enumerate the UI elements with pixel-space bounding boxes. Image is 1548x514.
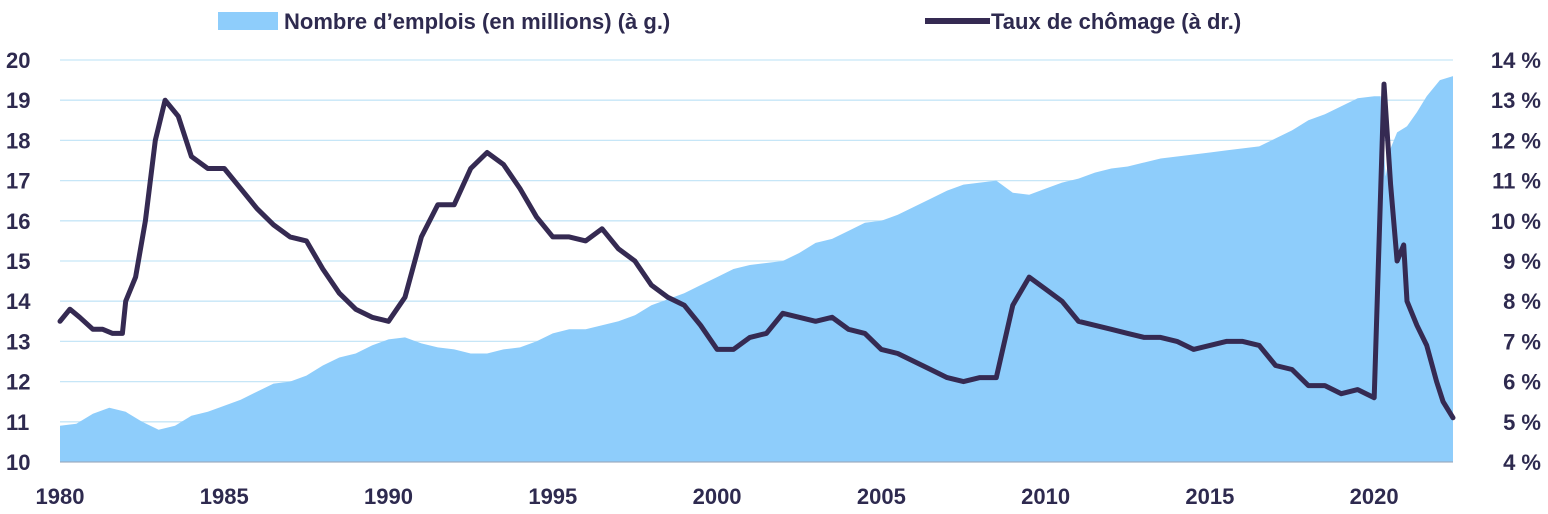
legend-label-unemployment: Taux de chômage (à dr.) [991,9,1241,34]
y-left-tick-label: 17 [6,169,30,194]
y-left-tick-label: 13 [6,329,30,354]
x-tick-label: 2015 [1185,484,1234,509]
y-left-tick-label: 12 [6,370,30,395]
y-right-tick-label: 4 % [1503,450,1541,475]
x-tick-label: 2020 [1350,484,1399,509]
y-left-tick-label: 15 [6,249,30,274]
unemployment-line [57,81,1456,421]
y-left-tick-label: 18 [6,128,30,153]
x-tick-label: 1985 [200,484,249,509]
y-right-tick-label: 14 % [1491,48,1541,73]
x-tick-label: 2010 [1021,484,1070,509]
unemployment-line-layer [57,81,1456,421]
y-right-tick-label: 8 % [1503,289,1541,314]
y-left-tick-label: 20 [6,48,30,73]
y-left-tick-label: 11 [6,410,29,435]
y-right-tick-label: 11 % [1492,169,1541,194]
y-right-tick-label: 12 % [1491,128,1541,153]
y-right-tick-label: 7 % [1503,329,1541,354]
x-tick-label: 1980 [36,484,85,509]
x-tick-label: 1995 [528,484,577,509]
legend-swatch-employment [218,12,278,30]
x-tick-label: 2000 [693,484,742,509]
y-right-tick-label: 10 % [1491,209,1541,234]
x-tick-label: 2005 [857,484,906,509]
y-left-tick-label: 16 [6,209,30,234]
y-left-tick-label: 10 [6,450,30,475]
y-right-tick-label: 5 % [1503,410,1541,435]
axes: 10 11 12 13 14 15 16 17 18 19 20 4 % 5 % 6 % 7 % 8 % 9 %… [6,48,1541,509]
y-right-tick-label: 9 % [1503,249,1541,274]
legend-label-employment: Nombre d’emplois (en millions) (à g.) [284,9,670,34]
y-left-tick-label: 14 [6,289,31,314]
x-tick-label: 1990 [364,484,413,509]
legend: Nombre d’emplois (en millions) (à g.) Ta… [218,9,1241,34]
employment-area [60,76,1453,462]
y-right-tick-label: 6 % [1503,370,1541,395]
y-left-tick-label: 19 [6,88,30,113]
employment-area-layer [60,76,1453,462]
y-right-tick-label: 13 % [1491,88,1541,113]
